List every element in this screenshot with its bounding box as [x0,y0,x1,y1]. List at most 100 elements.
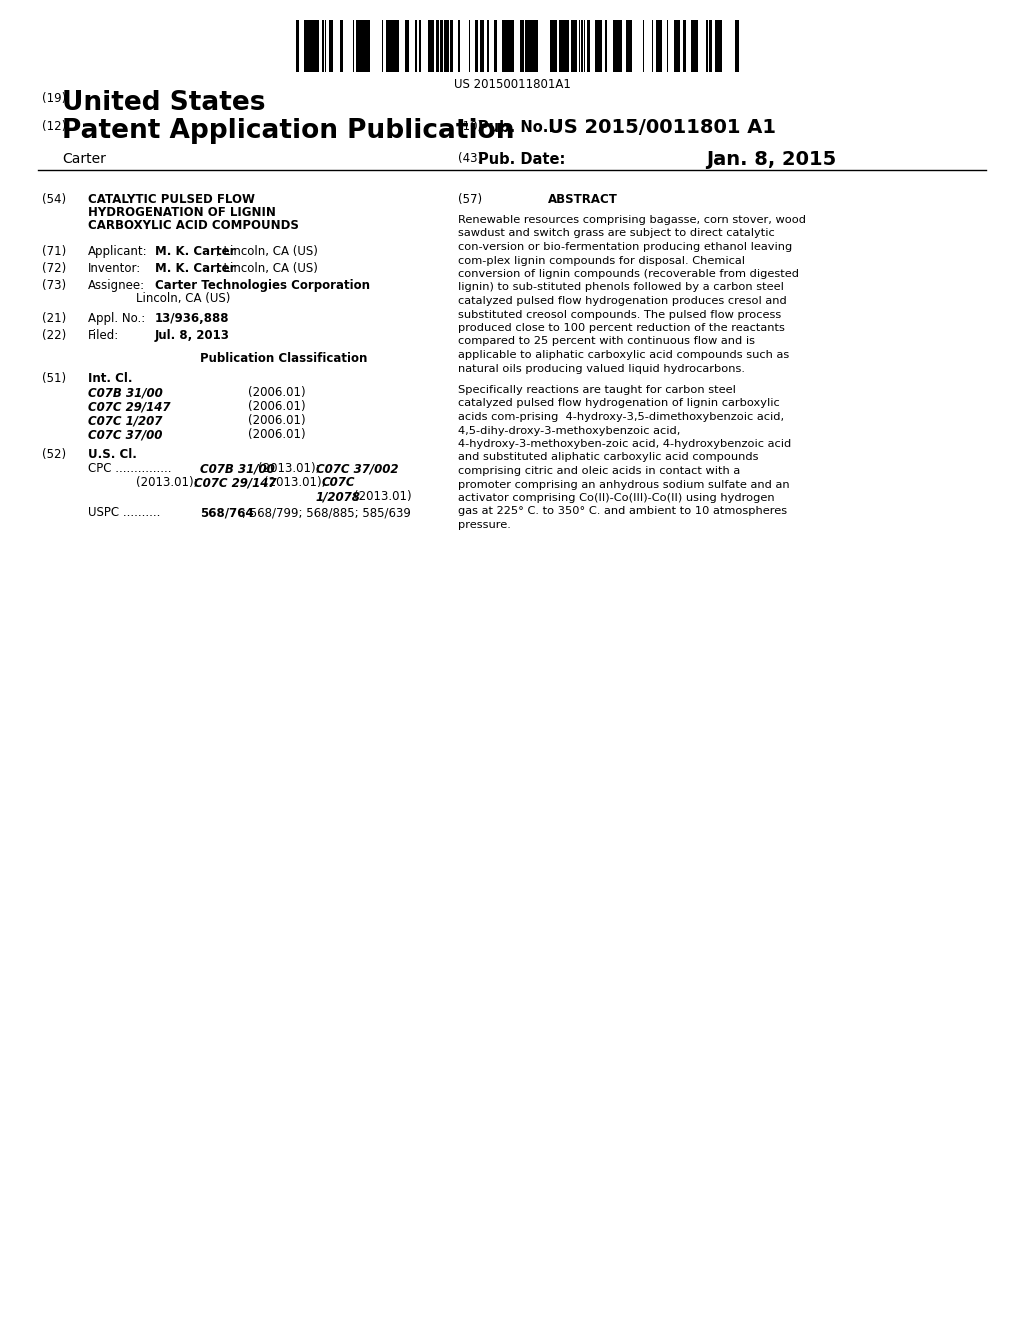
Bar [571,20,577,73]
Text: (43): (43) [458,152,482,165]
Bar [340,20,342,73]
Text: , Lincoln, CA (US): , Lincoln, CA (US) [216,246,317,257]
Text: 4,5-dihy-droxy-3-methoxybenzoic acid,: 4,5-dihy-droxy-3-methoxybenzoic acid, [458,425,680,436]
Text: 4-hydroxy-3-methoxyben-zoic acid, 4-hydroxybenzoic acid: 4-hydroxy-3-methoxyben-zoic acid, 4-hydr… [458,440,792,449]
Text: applicable to aliphatic carboxylic acid compounds such as: applicable to aliphatic carboxylic acid … [458,350,790,360]
Text: promoter comprising an anhydrous sodium sulfate and an: promoter comprising an anhydrous sodium … [458,479,790,490]
Bar [396,20,399,73]
Text: Inventor:: Inventor: [88,261,141,275]
Text: (12): (12) [42,120,67,133]
Text: (71): (71) [42,246,67,257]
Bar [502,20,514,73]
Text: (2006.01): (2006.01) [248,385,305,399]
Text: (73): (73) [42,279,67,292]
Text: United States: United States [62,90,265,116]
Text: comprising citric and oleic acids in contact with a: comprising citric and oleic acids in con… [458,466,740,477]
Bar [525,20,538,73]
Text: Renewable resources comprising bagasse, corn stover, wood: Renewable resources comprising bagasse, … [458,215,806,224]
Text: 13/936,888: 13/936,888 [155,312,229,325]
Text: Carter Technologies Corporation: Carter Technologies Corporation [155,279,370,292]
Bar [342,20,343,73]
Bar [716,20,722,73]
Text: (2013.01): (2013.01) [354,490,412,503]
Bar [356,20,367,73]
Bar [382,20,383,73]
Text: produced close to 100 percent reduction of the reactants: produced close to 100 percent reduction … [458,323,784,333]
Text: Assignee:: Assignee: [88,279,145,292]
Text: HYDROGENATION OF LIGNIN: HYDROGENATION OF LIGNIN [88,206,275,219]
Text: CATALYTIC PULSED FLOW: CATALYTIC PULSED FLOW [88,193,255,206]
Text: C07C 1/207: C07C 1/207 [88,414,163,426]
Text: C07C 37/002: C07C 37/002 [316,462,398,475]
Bar [520,20,524,73]
Text: (51): (51) [42,372,67,385]
Text: Jan. 8, 2015: Jan. 8, 2015 [706,150,837,169]
Text: Int. Cl.: Int. Cl. [88,372,132,385]
Text: US 20150011801A1: US 20150011801A1 [454,78,570,91]
Text: conversion of lignin compounds (recoverable from digested: conversion of lignin compounds (recovera… [458,269,799,279]
Bar [613,20,622,73]
Text: catalyzed pulsed flow hydrogenation of lignin carboxylic: catalyzed pulsed flow hydrogenation of l… [458,399,779,408]
Text: (21): (21) [42,312,67,325]
Bar [296,20,299,73]
Text: ABSTRACT: ABSTRACT [548,193,617,206]
Bar [655,20,662,73]
Text: catalyzed pulsed flow hydrogenation produces cresol and: catalyzed pulsed flow hydrogenation prod… [458,296,786,306]
Text: CPC ...............: CPC ............... [88,462,171,475]
Text: pressure.: pressure. [458,520,511,531]
Bar [436,20,439,73]
Bar [367,20,371,73]
Text: (19): (19) [42,92,67,106]
Text: natural oils producing valued liquid hydrocarbons.: natural oils producing valued liquid hyd… [458,363,745,374]
Bar [683,20,686,73]
Bar [626,20,633,73]
Text: C07B 31/00: C07B 31/00 [200,462,274,475]
Text: Patent Application Publication: Patent Application Publication [62,117,514,144]
Bar [404,20,409,73]
Text: (2013.01);: (2013.01); [258,462,319,475]
Text: Carter: Carter [62,152,105,166]
Text: (57): (57) [458,193,482,206]
Bar [550,20,557,73]
Bar [495,20,497,73]
Bar [691,20,698,73]
Text: com-plex lignin compounds for disposal. Chemical: com-plex lignin compounds for disposal. … [458,256,745,265]
Bar [652,20,653,73]
Text: USPC ..........: USPC .......... [88,506,161,519]
Bar [486,20,488,73]
Text: (2013.01);: (2013.01); [264,477,326,488]
Text: ; 568/799; 568/885; 585/639: ; 568/799; 568/885; 585/639 [242,506,411,519]
Bar [420,20,421,73]
Text: Jul. 8, 2013: Jul. 8, 2013 [155,329,229,342]
Text: CARBOXYLIC ACID COMPOUNDS: CARBOXYLIC ACID COMPOUNDS [88,219,299,232]
Text: (2013.01);: (2013.01); [136,477,198,488]
Text: C07C 29/147: C07C 29/147 [194,477,276,488]
Bar [329,20,333,73]
Text: (54): (54) [42,193,67,206]
Bar [386,20,395,73]
Text: Lincoln, CA (US): Lincoln, CA (US) [136,292,230,305]
Text: (22): (22) [42,329,67,342]
Text: Applicant:: Applicant: [88,246,147,257]
Text: (72): (72) [42,261,67,275]
Text: Appl. No.:: Appl. No.: [88,312,145,325]
Bar [706,20,709,73]
Text: C07C 29/147: C07C 29/147 [88,400,171,413]
Text: (10): (10) [458,120,482,133]
Text: lignin) to sub-stituted phenols followed by a carbon steel: lignin) to sub-stituted phenols followed… [458,282,784,293]
Text: 568/764: 568/764 [200,506,254,519]
Bar [458,20,460,73]
Bar [444,20,449,73]
Text: acids com-prising  4-hydroxy-3,5-dimethoxybenzoic acid,: acids com-prising 4-hydroxy-3,5-dimethox… [458,412,784,422]
Bar [304,20,318,73]
Bar [567,20,568,73]
Bar [582,20,583,73]
Bar [559,20,566,73]
Text: Pub. No.:: Pub. No.: [478,120,554,135]
Bar [440,20,442,73]
Text: Specifically reactions are taught for carbon steel: Specifically reactions are taught for ca… [458,385,736,395]
Text: Publication Classification: Publication Classification [200,352,368,366]
Text: US 2015/0011801 A1: US 2015/0011801 A1 [548,117,776,137]
Text: Pub. Date:: Pub. Date: [478,152,565,168]
Bar [325,20,326,73]
